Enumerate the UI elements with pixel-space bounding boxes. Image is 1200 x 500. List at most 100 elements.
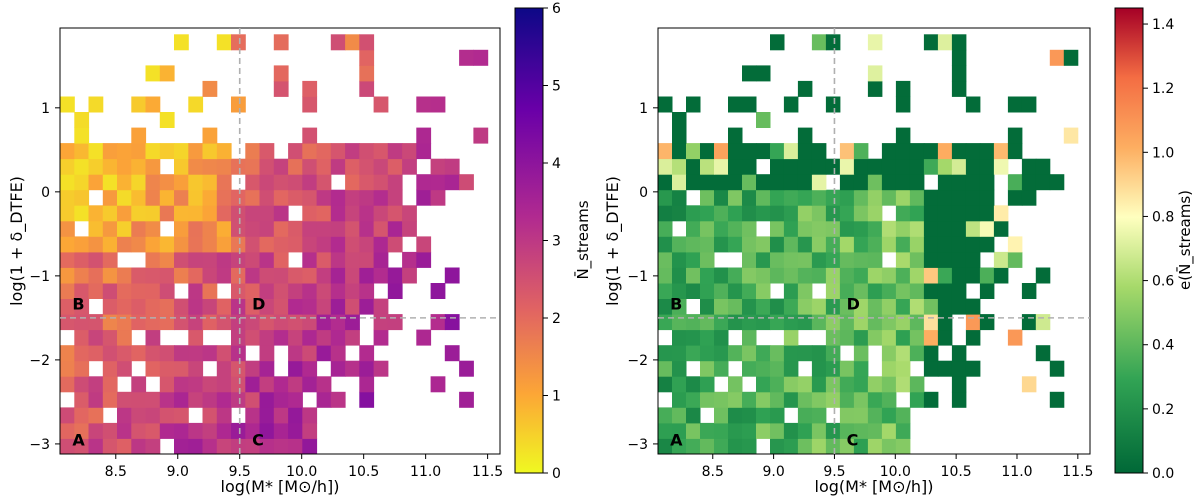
heatmap-cell [825, 267, 841, 284]
heatmap-cell [951, 80, 967, 97]
heatmap-cell [359, 205, 375, 222]
heatmap-cell [259, 158, 275, 175]
heatmap-cell [686, 345, 701, 362]
heatmap-cell [202, 345, 218, 362]
heatmap-cell [728, 314, 743, 331]
heatmap-cell [700, 345, 715, 362]
heatmap-cell [288, 360, 303, 377]
heatmap-cell [88, 376, 104, 393]
heatmap-cell [145, 236, 161, 253]
heatmap-cell [811, 314, 827, 331]
region-label-b: B [670, 295, 682, 314]
right-region-labels: A B C D [670, 295, 860, 450]
heatmap-cell [202, 298, 218, 315]
heatmap-cell [965, 314, 981, 331]
heatmap-cell [402, 158, 417, 175]
heatmap-cell [88, 329, 104, 346]
heatmap-cell [686, 407, 701, 424]
heatmap-cell [1049, 174, 1065, 191]
heatmap-cell [811, 236, 827, 253]
heatmap-cell [88, 438, 104, 455]
heatmap-cell [102, 391, 118, 408]
heatmap-cell [867, 422, 883, 439]
heatmap-cell [825, 236, 841, 253]
heatmap-cell [245, 360, 261, 377]
heatmap-cell [881, 438, 897, 455]
heatmap-cell [728, 174, 743, 191]
heatmap-cell [188, 298, 204, 315]
heatmap-cell [728, 422, 743, 439]
heatmap-cell [993, 143, 1009, 160]
heatmap-cell [188, 251, 204, 268]
heatmap-cell [742, 220, 757, 237]
heatmap-cell [302, 96, 318, 113]
heatmap-cell [728, 345, 743, 362]
heatmap-cell [728, 391, 743, 408]
heatmap-cell [923, 283, 939, 299]
heatmap-cell [88, 391, 104, 408]
heatmap-cell [444, 158, 460, 175]
heatmap-cell [909, 220, 925, 237]
heatmap-cell [923, 360, 939, 377]
heatmap-cell [273, 267, 289, 284]
y-tick-label: −2 [29, 353, 50, 369]
heatmap-cell [1035, 267, 1051, 284]
heatmap-cell [853, 143, 869, 160]
heatmap-cell [811, 143, 827, 160]
region-label-d: D [847, 295, 860, 314]
heatmap-cell [145, 189, 161, 206]
heatmap-cell [387, 267, 403, 284]
heatmap-cell [330, 205, 346, 222]
region-label-b: B [72, 295, 84, 314]
heatmap-cell [373, 143, 389, 160]
heatmap-cell [273, 422, 289, 439]
heatmap-cell [131, 220, 147, 237]
heatmap-cell [909, 143, 925, 160]
heatmap-cell [909, 174, 925, 191]
heatmap-cell [770, 298, 785, 315]
heatmap-cell [74, 314, 90, 331]
heatmap-cell [88, 251, 104, 268]
heatmap-cell [430, 314, 446, 331]
heatmap-cell [937, 360, 953, 377]
heatmap-cell [330, 391, 346, 408]
heatmap-cell [259, 360, 275, 377]
heatmap-cell [102, 158, 118, 175]
heatmap-cell [756, 65, 771, 82]
heatmap-cell [288, 376, 303, 393]
heatmap-cell [923, 158, 939, 175]
heatmap-cell [1007, 143, 1023, 160]
heatmap-cell [117, 360, 132, 377]
heatmap-cell [88, 205, 104, 222]
heatmap-cell [359, 283, 375, 299]
heatmap-cell [825, 329, 841, 346]
heatmap-cell [895, 407, 911, 424]
heatmap-cell [188, 329, 204, 346]
heatmap-cell [1035, 345, 1051, 362]
heatmap-cell [259, 345, 275, 362]
heatmap-cell [797, 127, 813, 144]
heatmap-cell [174, 376, 189, 393]
heatmap-cell [174, 267, 189, 284]
heatmap-cell [783, 143, 799, 160]
heatmap-cell [909, 251, 925, 268]
heatmap-cell [658, 360, 673, 377]
heatmap-cell [359, 49, 375, 66]
heatmap-cell [74, 267, 90, 284]
heatmap-cell [216, 267, 232, 284]
heatmap-cell [174, 407, 189, 424]
heatmap-cell [728, 236, 743, 253]
heatmap-cell [811, 267, 827, 284]
colorbar-tick-label: 5 [552, 79, 561, 95]
heatmap-cell [979, 236, 995, 253]
heatmap-cell [839, 360, 855, 377]
colorbar-tick-label: 1.2 [1152, 81, 1174, 97]
heatmap-cell [937, 283, 953, 299]
heatmap-cell [1007, 251, 1023, 268]
heatmap-cell [909, 329, 925, 346]
heatmap-cell [259, 422, 275, 439]
heatmap-cell [373, 205, 389, 222]
x-tick-label: 10.0 [880, 464, 911, 480]
heatmap-cell [895, 80, 911, 97]
right-xlabel: log(M* [M⊙/h]) [815, 477, 934, 496]
